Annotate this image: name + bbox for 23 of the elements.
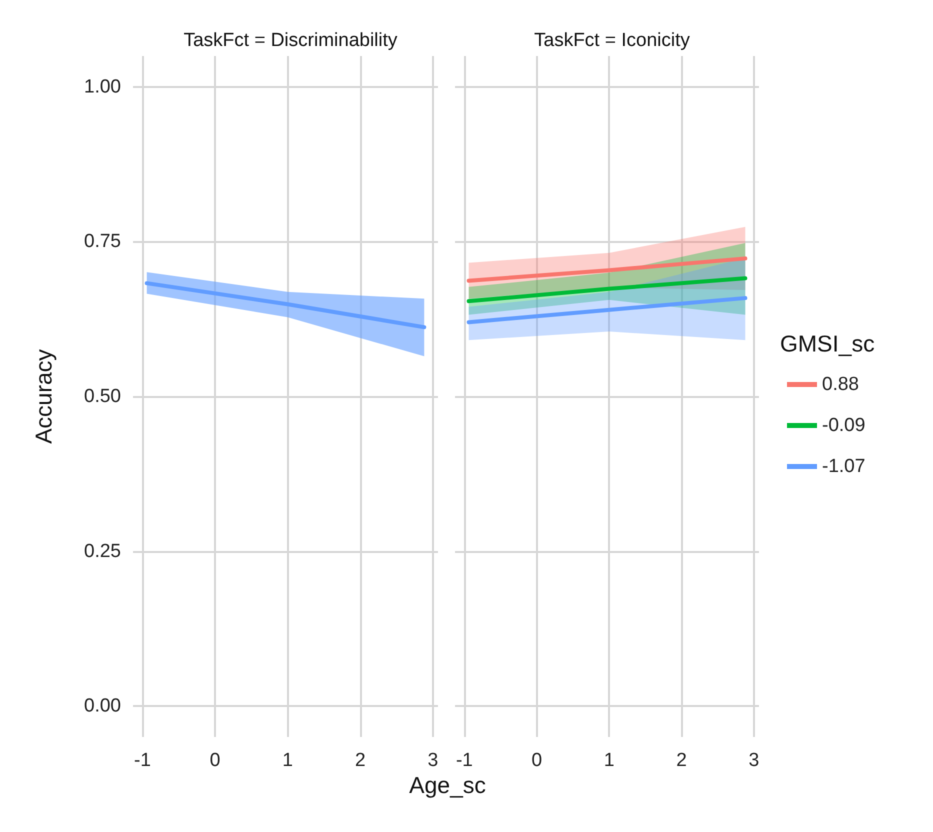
y-tick-label: 0.50 [84,386,121,407]
x-tick-label: 3 [428,750,438,771]
x-tick-label: 1 [282,750,293,771]
x-tick-label: -1 [456,750,473,771]
y-tick-label: 0.25 [84,540,121,562]
chart-title: TaskFct = Iconicity [534,30,690,51]
legend-title: GMSI_sc [780,330,875,356]
x-tick-label: 2 [676,750,687,771]
x-tick-label: 2 [355,750,366,771]
x-tick-label: 0 [532,750,542,771]
legend-label: 0.88 [822,374,859,395]
chart-title: TaskFct = Discriminability [184,30,398,51]
x-tick-label: -1 [134,750,151,771]
y-tick-label: 0.00 [84,696,121,717]
x-tick-label: 0 [210,750,220,771]
y-axis-title: Accuracy [30,348,56,444]
y-tick-label: 1.00 [84,76,121,98]
legend-label: -1.07 [822,456,866,477]
y-tick-label: 0.75 [84,231,121,252]
x-axis-title: Age_sc [408,772,487,799]
x-tick-label: 3 [748,750,760,771]
x-tick-label: 1 [604,750,614,771]
legend-label: -0.09 [822,415,866,436]
